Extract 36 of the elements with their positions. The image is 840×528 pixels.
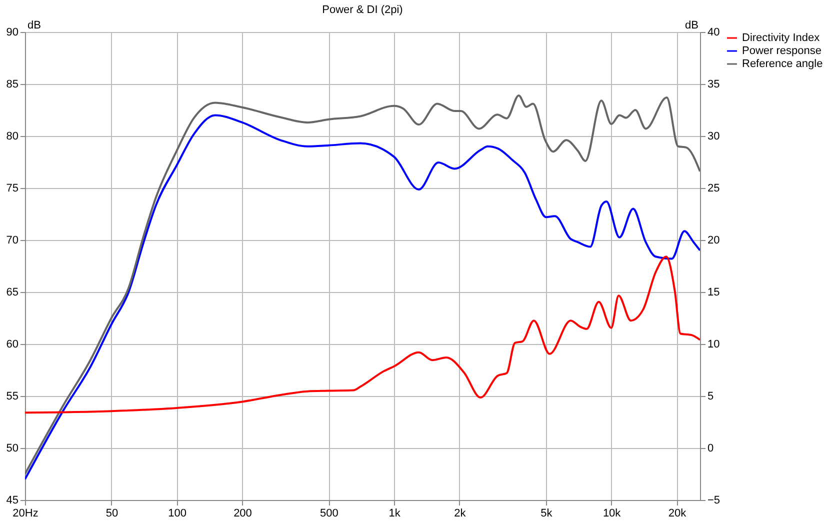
y-tick-label: 55 <box>6 390 18 402</box>
legend-label: Power response <box>742 45 822 57</box>
x-tick-label: 5k <box>540 508 553 520</box>
y2-tick-label: 20 <box>708 234 720 246</box>
x-tick-label: 10k <box>602 508 622 520</box>
x-tick-label: 1k <box>388 508 401 520</box>
y2-tick-label: 0 <box>708 442 714 454</box>
y-tick-label: 65 <box>6 286 18 298</box>
y2-tick-label: −5 <box>708 494 720 506</box>
x-tick-label: 2k <box>454 508 466 520</box>
y2-tick-label: 15 <box>708 286 720 298</box>
chart-title: Power & DI (2pi) <box>322 4 403 16</box>
y2-tick-label: 5 <box>708 390 714 402</box>
legend-label: Directivity Index <box>742 32 820 44</box>
y2-tick-label: 40 <box>708 26 720 38</box>
y-tick-label: 80 <box>6 130 18 142</box>
x-tick-label: 200 <box>234 508 252 520</box>
y-tick-label: 70 <box>6 234 18 246</box>
x-tick-label: 20k <box>668 508 687 520</box>
y-tick-label: 85 <box>6 78 18 90</box>
y-tick-label: 60 <box>6 338 18 350</box>
legend-label: Reference angle <box>742 58 823 70</box>
x-tick-label: 50 <box>106 508 118 520</box>
y2-tick-label: 10 <box>708 338 720 350</box>
y2-tick-label: 25 <box>708 182 720 194</box>
x-tick-label: 500 <box>320 508 338 520</box>
y-tick-label: 50 <box>6 442 18 454</box>
y-axis-title: dB <box>28 20 41 32</box>
y-tick-label: 45 <box>6 494 18 506</box>
x-tick-label: 20Hz <box>12 508 38 520</box>
y2-tick-label: 30 <box>708 130 720 142</box>
y-tick-label: 90 <box>6 26 18 38</box>
x-tick-label: 100 <box>168 508 187 520</box>
y2-axis-title: dB <box>685 20 698 32</box>
y2-tick-label: 35 <box>708 78 720 90</box>
y-tick-label: 75 <box>6 182 18 194</box>
